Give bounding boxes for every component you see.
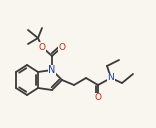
Text: O: O [95, 93, 102, 103]
Text: O: O [58, 42, 66, 51]
Text: O: O [39, 42, 46, 51]
Text: N: N [108, 73, 114, 83]
Text: N: N [48, 65, 56, 75]
